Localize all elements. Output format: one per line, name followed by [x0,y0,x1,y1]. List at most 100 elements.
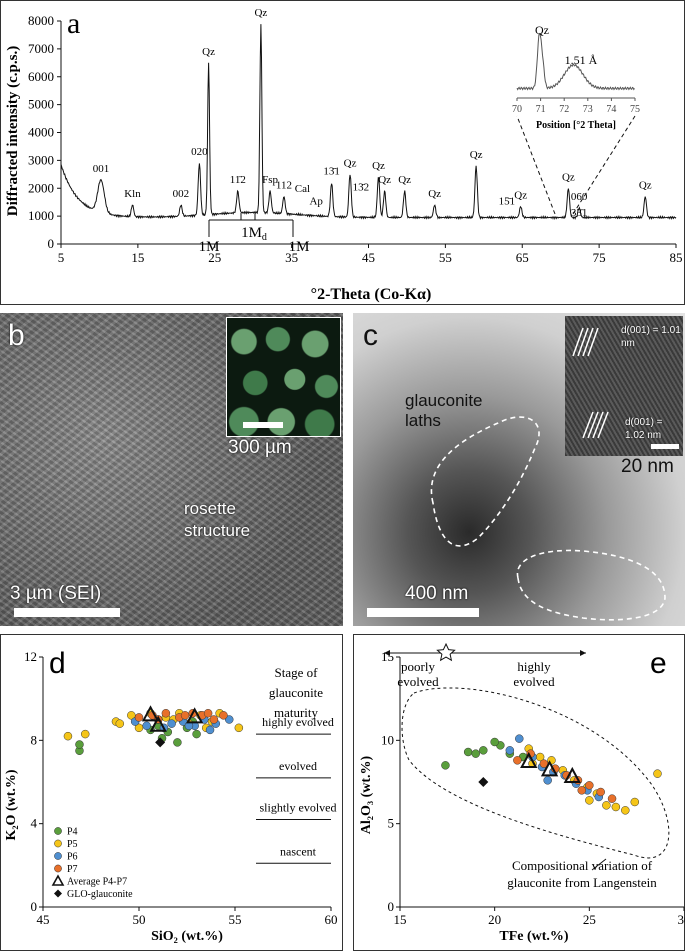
y-tick-label: 10 [381,732,394,747]
x-tick-label: 55 [229,912,242,927]
y-tick-label: 8 [31,732,38,747]
point-p7 [219,711,227,719]
point-p4 [173,738,181,746]
legend-dot [54,840,61,847]
peak-label: Qz [514,189,527,201]
peak-label: Qz [344,157,357,169]
xrd-y-axis-title: Diffracted intensity (c.p.s.) [5,46,21,216]
y-tick-label: 2000 [28,180,54,195]
label-1md: 1Md [241,225,267,243]
legend-label: P6 [67,852,78,863]
inset-tick-label: 71 [536,104,546,115]
legend-label: P4 [67,827,78,838]
panel-a-label: a [67,9,80,39]
peak-label-132: 13̄2 [353,182,370,194]
legend-label: GLO-glauconite [67,889,133,900]
highly-evolved-label: highly evolved [504,659,564,689]
point-p7 [513,756,521,764]
y-tick-label: 0 [388,899,395,914]
legend-label: P5 [67,839,78,850]
peak-label: Qz [470,149,483,161]
panel-e: 15202530051015 TFe (wt.%) Al₂O₃ (wt.%) e… [353,634,685,951]
peak-label: Qz [202,46,215,58]
y-tick-label: 4000 [28,125,54,140]
point-p4 [472,750,480,758]
maturity-stage-label: slightly evolved [260,801,337,815]
xrd-x-axis-title: °2-Theta (Co-Kα) [311,286,432,303]
point-p5 [612,803,620,811]
peak-label: Qz [639,180,652,192]
point-p4 [479,746,487,754]
inset-tick-label: 75 [630,104,640,115]
legend-dot [54,865,61,872]
x-tick-label: 60 [325,912,338,927]
point-p5 [621,806,629,814]
point-p5 [602,801,610,809]
point-p5 [631,798,639,806]
peak-label: 112 [276,180,292,192]
point-p6 [206,726,214,734]
point-p7 [162,709,170,717]
y-tick-label: 1000 [28,208,54,223]
peak-label: Kln [124,188,141,200]
legend-dot [54,827,61,834]
point-p5 [116,720,124,728]
inset-scale-text: 300 µm [228,437,292,459]
inset-tick-label: 73 [583,104,593,115]
glo-diamond-marker [478,777,488,787]
hrtem-scale-bar [651,444,679,449]
rosette-annotation: rosette structure [184,498,274,542]
x-tick-label: 5 [58,250,65,265]
point-p7 [135,713,143,721]
inset-d-label: 1.51 Å [565,53,598,67]
peak-label: Qz [428,188,441,200]
y-tick-label: 3000 [28,152,54,167]
peak-label: 001 [93,163,110,175]
label-1m-right: 1M [289,239,310,255]
peak-label: Qz [378,174,391,186]
tem-scale-bar [367,608,479,617]
peak-label: Qz [562,171,575,183]
point-p7 [585,781,593,789]
d-y-axis-title: K₂O (wt.%) [4,769,19,840]
point-p6 [515,735,523,743]
compositional-envelope [402,688,669,858]
panel-d-label: d [49,649,66,679]
e-y-axis-title: Al₂O₃ (wt.%) [359,755,374,834]
x-tick-label: 55 [439,250,452,265]
peak-label: 11̄2 [230,174,246,186]
point-p6 [544,776,552,784]
legend-label: Average P4-P7 [67,877,127,888]
peak-label: Qz [254,7,267,19]
x-tick-label: 75 [593,250,606,265]
peak-label-151: 15̄1 [499,196,516,208]
x-tick-label: 50 [133,912,146,927]
sem-scale-bar [14,608,120,617]
maturity-stage-label: nascent [280,844,317,858]
inset-x-title: Position [°2 Theta] [536,120,616,131]
x-tick-label: 65 [516,250,529,265]
sem-scale-text: 3 µm (SEI) [10,583,101,605]
point-p5 [81,730,89,738]
y-tick-label: 12 [24,649,37,664]
point-p5 [585,796,593,804]
point-p4 [193,730,201,738]
y-tick-label: 8000 [28,13,54,28]
peak-label-ap: Ap [309,196,323,208]
point-p5 [64,732,72,740]
point-p7 [181,711,189,719]
legend-label: P7 [67,864,78,875]
laths-annotation: glauconite laths [405,391,475,431]
point-p7 [608,795,616,803]
peak-label: 13̄1 [323,166,340,178]
x-tick-label: 20 [488,912,501,927]
x-tick-label: 45 [37,912,50,927]
peak-label: Qz [398,174,411,186]
d-x-axis-title: SiO₂ (wt.%) [151,929,223,944]
x-tick-label: 85 [670,250,683,265]
point-p7 [204,709,212,717]
